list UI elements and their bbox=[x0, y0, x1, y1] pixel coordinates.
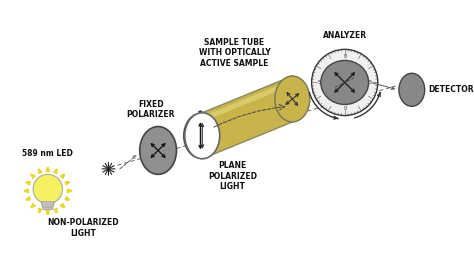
Circle shape bbox=[33, 174, 63, 204]
Polygon shape bbox=[41, 202, 54, 209]
Circle shape bbox=[311, 49, 378, 115]
Text: ANALYZER: ANALYZER bbox=[323, 31, 367, 40]
Polygon shape bbox=[202, 80, 292, 122]
Text: 5: 5 bbox=[369, 80, 372, 85]
Ellipse shape bbox=[185, 113, 219, 159]
Text: FIXED
POLARIZER: FIXED POLARIZER bbox=[127, 100, 175, 119]
Ellipse shape bbox=[321, 60, 369, 105]
Text: NON-POLARIZED
LIGHT: NON-POLARIZED LIGHT bbox=[47, 218, 118, 238]
Text: PLANE
POLARIZED
LIGHT: PLANE POLARIZED LIGHT bbox=[208, 161, 257, 191]
Text: 0: 0 bbox=[343, 54, 346, 59]
Polygon shape bbox=[202, 76, 292, 159]
Text: 0: 0 bbox=[343, 106, 346, 111]
Text: 589 nm LED: 589 nm LED bbox=[22, 149, 73, 158]
Text: SAMPLE TUBE
WITH OPTICALLY
ACTIVE SAMPLE: SAMPLE TUBE WITH OPTICALLY ACTIVE SAMPLE bbox=[199, 38, 270, 68]
Text: 5: 5 bbox=[318, 80, 320, 85]
Text: DETECTOR: DETECTOR bbox=[428, 85, 474, 94]
Ellipse shape bbox=[275, 76, 310, 122]
Ellipse shape bbox=[140, 127, 176, 174]
Ellipse shape bbox=[184, 114, 217, 158]
Ellipse shape bbox=[399, 73, 425, 106]
